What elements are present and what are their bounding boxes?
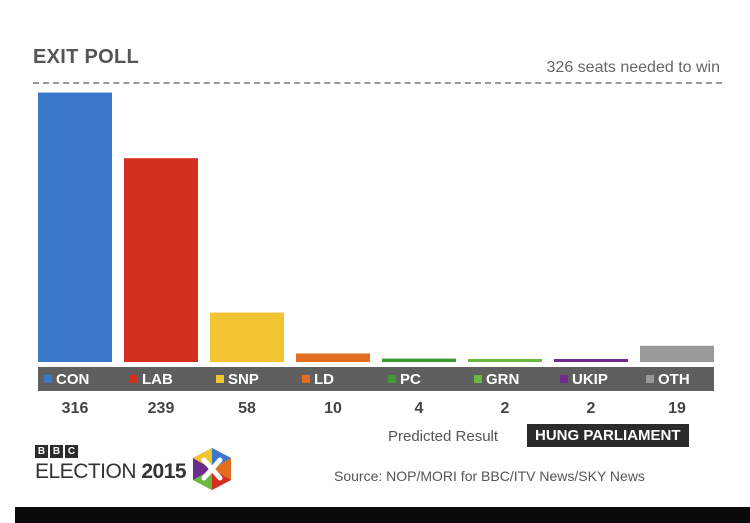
legend-swatch-pc <box>388 375 396 383</box>
value-label: 2 <box>587 400 596 417</box>
category-label: LAB <box>142 371 173 388</box>
category-label: OTH <box>658 371 690 388</box>
threshold-label: 326 seats needed to win <box>546 59 720 76</box>
bar-snp <box>210 312 284 362</box>
bbc-block: B <box>50 445 63 458</box>
election-x-icon <box>193 448 231 490</box>
bbc-blocks: B B C <box>35 445 186 458</box>
logo-word: ELECTION <box>35 460 137 483</box>
bbc-election-logo: B B C ELECTION 2015 <box>35 445 187 484</box>
value-label: 4 <box>415 400 424 417</box>
bar-lab <box>124 158 198 362</box>
bbc-block: C <box>65 445 78 458</box>
bar-pc <box>382 358 456 362</box>
legend-swatch-ukip <box>560 375 568 383</box>
chart-title: EXIT POLL <box>33 46 140 68</box>
category-label: PC <box>400 371 421 388</box>
category-label: UKIP <box>572 371 608 388</box>
legend-swatch-lab <box>130 375 138 383</box>
category-label: CON <box>56 371 89 388</box>
bbc-block: B <box>35 445 48 458</box>
bar-ukip <box>554 359 628 362</box>
predicted-result-label: Predicted Result <box>388 428 499 445</box>
legend-swatch-grn <box>474 375 482 383</box>
legend-swatch-ld <box>302 375 310 383</box>
logo-year: 2015 <box>141 460 187 483</box>
value-label: 58 <box>238 400 256 417</box>
bottom-bar <box>15 507 750 523</box>
threshold-line <box>33 82 722 84</box>
result-badge: HUNG PARLIAMENT <box>527 424 689 447</box>
bar-ld <box>296 353 370 362</box>
legend-band <box>38 367 714 391</box>
value-label: 316 <box>62 400 89 417</box>
value-label: 19 <box>668 400 686 417</box>
value-label: 2 <box>501 400 510 417</box>
bar-con <box>38 92 112 362</box>
category-label: LD <box>314 371 334 388</box>
legend-swatch-con <box>44 375 52 383</box>
legend-swatch-oth <box>646 375 654 383</box>
value-label: 10 <box>324 400 342 417</box>
bar-grn <box>468 359 542 362</box>
value-label: 239 <box>148 400 175 417</box>
bar-oth <box>640 345 714 362</box>
category-label: GRN <box>486 371 519 388</box>
category-label: SNP <box>228 371 259 388</box>
logo-text: ELECTION 2015 <box>35 460 187 484</box>
source-note: Source: NOP/MORI for BBC/ITV News/SKY Ne… <box>334 468 645 484</box>
legend-swatch-snp <box>216 375 224 383</box>
